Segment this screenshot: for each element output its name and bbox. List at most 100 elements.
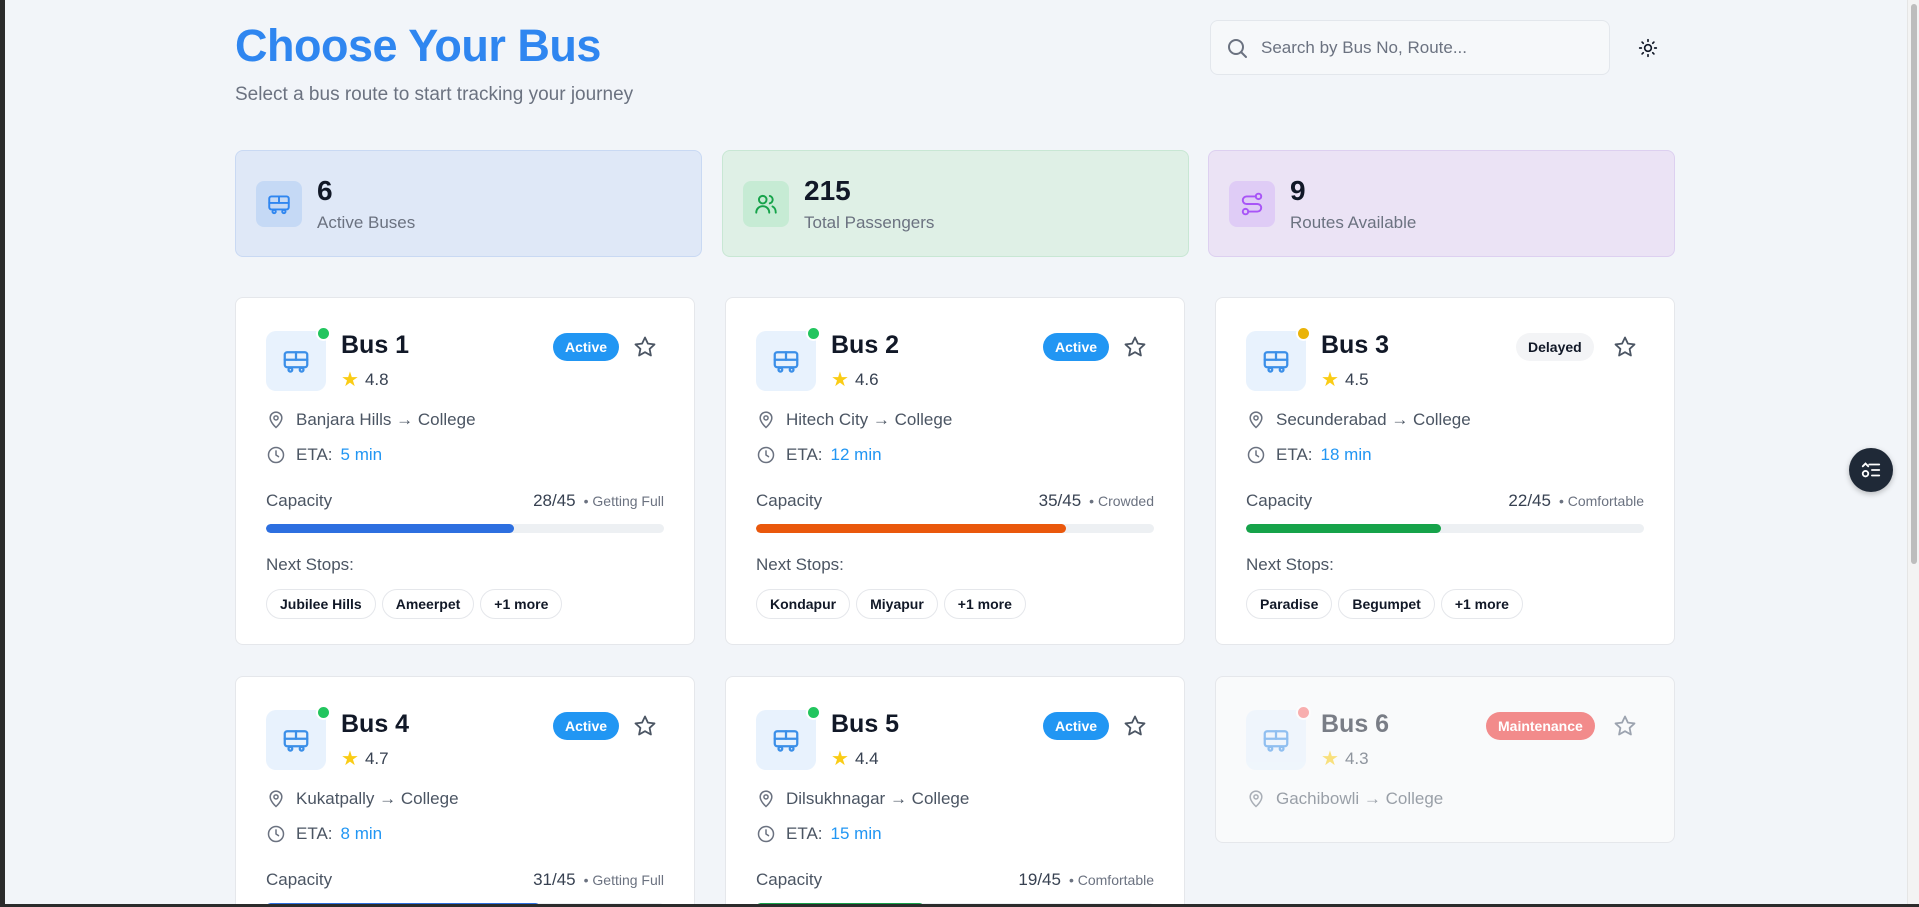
bus-card[interactable]: Bus 4 ★ 4.7 Active Kukatpally → College E…	[235, 676, 695, 907]
capacity-count: 19/45	[1018, 870, 1061, 889]
status-dot	[316, 705, 331, 720]
rating-value: 4.6	[854, 370, 879, 389]
bus-icon	[773, 730, 799, 752]
capacity-bar	[756, 524, 1154, 533]
bus-name: Bus 4	[341, 710, 410, 738]
bus-icon-box	[266, 326, 331, 391]
bus-card[interactable]: Bus 5 ★ 4.4 Active Dilsukhnagar → College…	[725, 676, 1185, 907]
page-title: Choose Your Bus	[235, 20, 601, 71]
stat-icon-box	[743, 180, 789, 227]
bus-icon	[283, 351, 309, 373]
status-badge: Delayed	[1516, 333, 1594, 361]
favorite-button[interactable]	[631, 333, 659, 361]
star-outline-icon	[1614, 715, 1636, 736]
route: Hitech City → College	[756, 410, 952, 430]
stat-icon-box	[1229, 180, 1275, 227]
clock-icon	[267, 446, 285, 464]
route: Gachibowli → College	[1246, 789, 1443, 809]
bus-name: Bus 6	[1321, 710, 1390, 738]
stop-chip: Begumpet	[1338, 589, 1435, 619]
capacity-status: • Crowded	[1089, 493, 1154, 509]
stat-label: Active Buses	[317, 212, 416, 232]
star-filled-icon: ★	[341, 748, 359, 770]
star-outline-icon	[1124, 715, 1146, 736]
users-icon	[755, 194, 777, 214]
favorite-button[interactable]	[1121, 333, 1149, 361]
capacity-label: Capacity	[756, 491, 823, 510]
rating-value: 4.7	[364, 749, 389, 768]
more-stops-chip[interactable]: +1 more	[1440, 589, 1523, 619]
bus-card[interactable]: Bus 2 ★ 4.6 Active Hitech City → College …	[725, 297, 1185, 645]
stop-chip: Kondapur	[756, 589, 851, 619]
star-filled-icon: ★	[341, 369, 359, 391]
bus-name: Bus 1	[341, 331, 410, 359]
eta-value: 15 min	[830, 824, 882, 843]
capacity-bar-fill	[1246, 524, 1441, 533]
next-stops: Paradise Begumpet +1 more	[1246, 589, 1523, 619]
eta: ETA: 8 min	[266, 824, 382, 844]
scrollbar[interactable]	[1907, 0, 1919, 907]
search-input[interactable]	[1261, 37, 1601, 58]
status-dot	[1296, 705, 1311, 720]
more-stops-chip[interactable]: +1 more	[480, 589, 563, 619]
eta-value: 5 min	[340, 445, 383, 464]
sun-icon	[1638, 38, 1658, 58]
stat-icon-box	[256, 180, 302, 227]
route: Dilsukhnagar → College	[756, 789, 969, 809]
window-edge	[0, 0, 5, 907]
bus-card[interactable]: Bus 3 ★ 4.5 Delayed Secunderabad → Colleg…	[1215, 297, 1675, 645]
route-text: Hitech City → College	[786, 410, 953, 429]
quick-actions-button[interactable]	[1849, 448, 1893, 492]
capacity-bar	[266, 524, 664, 533]
eta: ETA: 18 min	[1246, 445, 1372, 465]
stat-total-passengers: 215 Total Passengers	[722, 150, 1189, 257]
star-outline-icon	[1124, 336, 1146, 357]
route-text: Gachibowli → College	[1276, 789, 1444, 808]
route-text: Secunderabad → College	[1276, 410, 1471, 429]
route-text: Dilsukhnagar → College	[786, 789, 970, 808]
rating: ★ 4.8	[341, 370, 389, 390]
clock-icon	[757, 825, 775, 843]
status-badge: Active	[1043, 333, 1110, 361]
eta-label: ETA:	[1276, 445, 1313, 464]
capacity-bar-fill	[756, 524, 1066, 533]
map-pin-icon	[759, 790, 773, 808]
capacity-label: Capacity	[1246, 491, 1313, 510]
capacity-info: 31/45 • Getting Full	[533, 870, 664, 890]
bus-icon	[1263, 351, 1289, 373]
eta-label: ETA:	[296, 445, 333, 464]
bus-card[interactable]: Bus 6 ★ 4.3 Maintenance Gachibowli → Coll…	[1215, 676, 1675, 843]
map-pin-icon	[1249, 790, 1263, 808]
clock-icon	[757, 446, 775, 464]
stop-chip: Jubilee Hills	[266, 589, 376, 619]
eta: ETA: 12 min	[756, 445, 882, 465]
more-stops-chip[interactable]: +1 more	[943, 589, 1026, 619]
rating-value: 4.3	[1344, 749, 1369, 768]
star-outline-icon	[634, 336, 656, 357]
scrollbar-thumb[interactable]	[1911, 4, 1917, 564]
capacity-info: 22/45 • Comfortable	[1508, 491, 1644, 511]
search-box[interactable]	[1210, 20, 1610, 75]
favorite-button[interactable]	[1121, 712, 1149, 740]
stat-label: Routes Available	[1290, 212, 1417, 232]
theme-toggle-button[interactable]	[1635, 35, 1661, 61]
capacity-status: • Comfortable	[1558, 493, 1644, 509]
favorite-button[interactable]	[631, 712, 659, 740]
status-dot	[806, 326, 821, 341]
next-stops: Kondapur Miyapur +1 more	[756, 589, 1026, 619]
capacity-count: 31/45	[533, 870, 576, 889]
eta: ETA: 15 min	[756, 824, 882, 844]
map-pin-icon	[759, 411, 773, 429]
capacity-label: Capacity	[266, 870, 333, 889]
status-dot	[1296, 326, 1311, 341]
bus-card[interactable]: Bus 1 ★ 4.8 Active Banjara Hills → Colleg…	[235, 297, 695, 645]
bus-icon-box	[1246, 326, 1311, 391]
search-icon	[1228, 38, 1247, 58]
favorite-button[interactable]	[1611, 712, 1639, 740]
capacity-bar-fill	[266, 524, 514, 533]
favorite-button[interactable]	[1611, 333, 1639, 361]
capacity-status: • Getting Full	[583, 493, 664, 509]
status-badge: Active	[553, 333, 620, 361]
star-filled-icon: ★	[831, 369, 849, 391]
stat-routes-available: 9 Routes Available	[1208, 150, 1675, 257]
